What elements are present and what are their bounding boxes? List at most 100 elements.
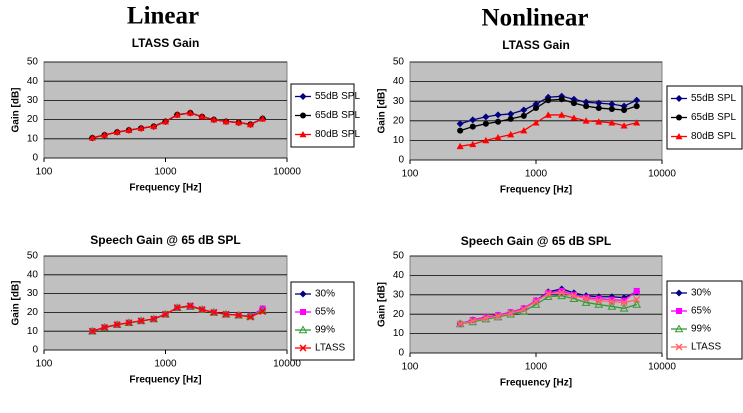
marker: [675, 133, 683, 140]
marker: [676, 114, 682, 121]
x-tick-label: 10000: [273, 167, 301, 178]
marker: [299, 290, 307, 298]
marker: [570, 114, 578, 121]
marker: [582, 117, 590, 124]
y-tick-label: 20: [393, 309, 405, 320]
marker: [456, 142, 464, 150]
y-tick-label: 50: [393, 57, 405, 68]
legend-label: LTASS: [315, 343, 346, 354]
marker: [674, 324, 684, 333]
y-axis-label: Gain [dB]: [11, 88, 22, 133]
marker: [259, 307, 267, 315]
legend-label: 80dB SPL: [691, 131, 736, 142]
marker: [581, 298, 591, 306]
marker: [482, 113, 490, 121]
y-tick-label: 10: [27, 133, 39, 144]
x-axis-label: Frequency [Hz]: [129, 375, 201, 386]
marker: [469, 123, 476, 130]
y-axis-label: Gain [dB]: [11, 281, 22, 326]
marker: [570, 100, 577, 107]
marker: [259, 305, 266, 312]
marker: [222, 118, 230, 125]
marker: [558, 111, 566, 118]
x-tick-label: 100: [402, 362, 419, 373]
marker: [608, 298, 616, 306]
marker: [633, 103, 640, 110]
marker: [469, 317, 477, 325]
y-tick-label: 50: [27, 57, 39, 68]
marker: [558, 96, 565, 103]
marker: [246, 120, 254, 128]
marker: [113, 128, 121, 135]
marker: [482, 136, 490, 144]
y-tick-label: 30: [393, 289, 405, 300]
y-tick-label: 30: [27, 288, 39, 299]
marker: [186, 109, 194, 116]
marker: [101, 131, 109, 138]
marker: [173, 111, 181, 118]
marker: [675, 289, 683, 297]
chart-title: Speech Gain @ 65 dB SPL: [90, 233, 240, 247]
marker: [532, 298, 540, 306]
marker: [300, 309, 306, 315]
chart-title: LTASS Gain: [502, 38, 570, 52]
plot-area: [43, 255, 288, 351]
legend-label: 65dB SPL: [691, 112, 736, 123]
x-tick-label: 1000: [525, 362, 548, 373]
marker: [125, 126, 133, 133]
heading: Linear: [127, 3, 199, 30]
marker: [633, 96, 641, 104]
x-axis-label: Frequency [Hz]: [500, 185, 572, 196]
marker: [675, 95, 683, 102]
marker: [186, 302, 194, 310]
y-tick-label: 0: [398, 155, 404, 166]
y-tick-label: 40: [393, 76, 405, 87]
marker: [495, 118, 502, 125]
y-tick-label: 20: [27, 307, 39, 318]
marker: [161, 310, 170, 318]
marker: [633, 119, 641, 126]
marker: [583, 103, 590, 110]
marker: [532, 119, 540, 126]
x-tick-label: 1000: [154, 359, 177, 370]
marker: [582, 295, 590, 303]
marker: [137, 317, 145, 325]
marker: [299, 93, 307, 100]
marker: [494, 312, 502, 320]
y-tick-label: 40: [393, 270, 405, 281]
marker: [482, 314, 490, 322]
legend-label: 65dB SPL: [315, 110, 360, 121]
marker: [621, 297, 628, 304]
marker: [456, 120, 464, 128]
marker: [632, 299, 642, 308]
marker: [558, 289, 566, 297]
heading: Nonlinear: [482, 5, 589, 32]
marker: [595, 295, 602, 302]
marker: [520, 106, 528, 114]
y-tick-label: 20: [393, 115, 405, 126]
y-axis-label: Gain [dB]: [377, 89, 388, 134]
y-tick-label: 40: [27, 269, 39, 280]
chart-title: Speech Gain @ 65 dB SPL: [461, 234, 611, 248]
marker: [101, 323, 109, 331]
legend-label: 55dB SPL: [315, 91, 360, 102]
marker: [520, 305, 528, 313]
marker: [113, 321, 121, 329]
marker: [520, 127, 528, 134]
marker: [620, 299, 628, 307]
y-tick-label: 0: [32, 345, 38, 356]
marker: [299, 131, 307, 138]
marker: [469, 116, 477, 124]
legend-label: 80dB SPL: [315, 129, 360, 140]
marker: [533, 105, 539, 112]
marker: [137, 124, 145, 132]
marker: [88, 327, 96, 335]
marker: [300, 112, 306, 119]
marker: [675, 343, 683, 351]
marker: [210, 308, 218, 316]
y-tick-label: 0: [32, 153, 38, 164]
x-axis-label: Frequency [Hz]: [129, 183, 201, 194]
y-axis-label: Gain [dB]: [377, 282, 388, 327]
marker: [173, 304, 181, 312]
x-tick-label: 100: [402, 169, 419, 180]
